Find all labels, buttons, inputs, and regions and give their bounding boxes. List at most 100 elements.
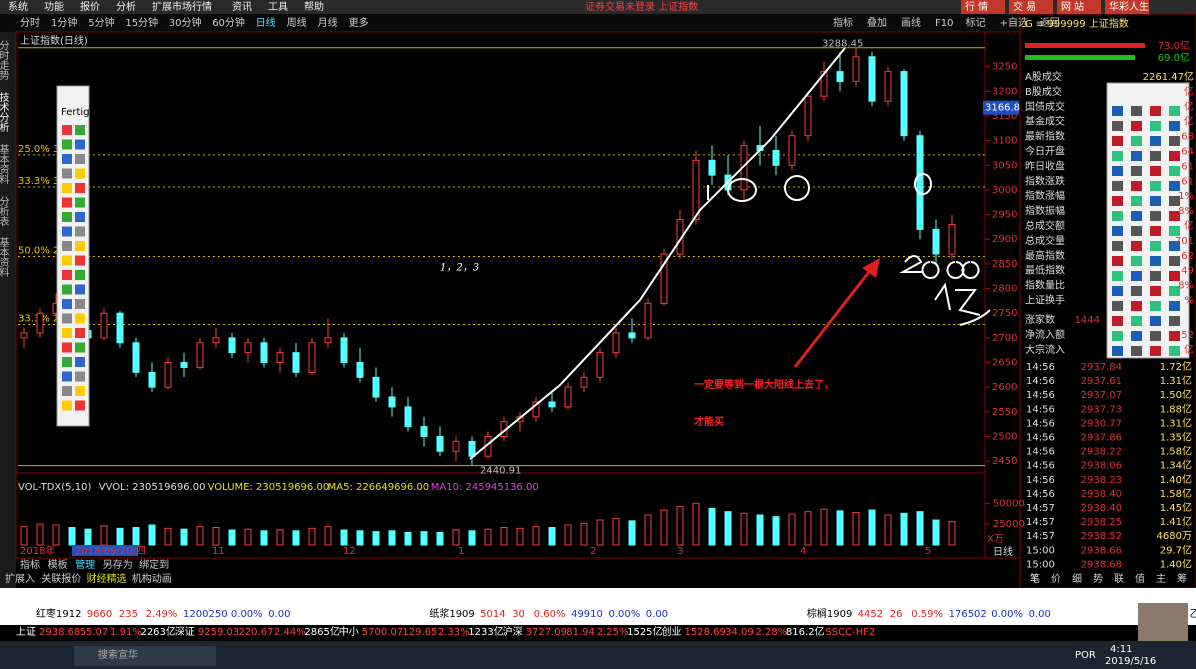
tool-icon[interactable] bbox=[1112, 166, 1123, 176]
tool-icon[interactable] bbox=[1131, 166, 1142, 176]
tool-icon[interactable] bbox=[62, 154, 72, 164]
bottom-tab[interactable]: 另存为 bbox=[103, 558, 133, 571]
tool-icon[interactable] bbox=[1169, 331, 1180, 341]
tool-icon[interactable] bbox=[62, 313, 72, 324]
tool-icon[interactable] bbox=[1150, 316, 1161, 326]
tool-icon[interactable] bbox=[62, 212, 72, 222]
tool-icon[interactable] bbox=[75, 328, 85, 338]
menu-item[interactable]: 扩展市场行情 bbox=[152, 0, 212, 13]
tool-icon[interactable] bbox=[1150, 106, 1161, 116]
menu-item[interactable]: 分析 bbox=[116, 0, 136, 13]
side-tab[interactable]: 分析表 bbox=[0, 196, 9, 227]
tool-icon[interactable] bbox=[1131, 286, 1142, 296]
side-tab[interactable]: 基本资料 bbox=[0, 143, 9, 185]
period-tab[interactable]: 周线 bbox=[287, 16, 307, 29]
quote-tab[interactable]: 筹 bbox=[1177, 572, 1187, 585]
tool-icon[interactable] bbox=[1169, 301, 1180, 311]
tool-icon[interactable] bbox=[62, 299, 72, 309]
bottom-tab[interactable]: 扩展入 bbox=[5, 572, 35, 585]
quote-tab[interactable]: 主 bbox=[1156, 573, 1166, 585]
tool-icon[interactable] bbox=[62, 125, 72, 135]
tool-icon[interactable] bbox=[1169, 226, 1180, 236]
tool-icon[interactable] bbox=[62, 284, 72, 295]
tool-icon[interactable] bbox=[1169, 196, 1180, 206]
menu-item[interactable]: 帮助 bbox=[304, 0, 324, 13]
tool-icon[interactable] bbox=[75, 154, 85, 164]
tool-icon[interactable] bbox=[1169, 106, 1180, 116]
tool-icon[interactable] bbox=[1150, 331, 1161, 341]
tool-icon[interactable] bbox=[75, 299, 85, 309]
tool-icon[interactable] bbox=[1112, 256, 1123, 266]
tool-icon[interactable] bbox=[1131, 346, 1142, 356]
tool-icon[interactable] bbox=[1150, 271, 1161, 281]
tool-icon[interactable] bbox=[75, 357, 85, 367]
menu-item[interactable]: 工具 bbox=[268, 1, 288, 13]
tool-icon[interactable] bbox=[1131, 106, 1142, 116]
tool-icon[interactable] bbox=[75, 139, 85, 150]
top-button[interactable]: 华彩人生 bbox=[1109, 0, 1149, 13]
tool-icon[interactable] bbox=[1112, 181, 1123, 191]
tool-icon[interactable] bbox=[75, 241, 85, 251]
tool-icon[interactable] bbox=[1131, 271, 1142, 281]
tool-icon[interactable] bbox=[1131, 121, 1142, 131]
tool-icon[interactable] bbox=[62, 197, 72, 208]
tool-icon[interactable] bbox=[1131, 256, 1142, 266]
bottom-tab[interactable]: 指标 bbox=[20, 558, 40, 571]
tool-icon[interactable] bbox=[1169, 136, 1180, 146]
tool-icon[interactable] bbox=[62, 371, 72, 382]
top-button[interactable]: 行 情 bbox=[965, 0, 988, 13]
tool-icon[interactable] bbox=[1131, 151, 1142, 161]
tool-button[interactable]: +自选 bbox=[1000, 16, 1028, 29]
tool-icon[interactable] bbox=[75, 342, 85, 353]
tool-icon[interactable] bbox=[62, 183, 72, 193]
tool-button[interactable]: 画线 bbox=[901, 16, 921, 29]
quote-tab[interactable]: 值 bbox=[1135, 572, 1145, 585]
tool-icon[interactable] bbox=[1150, 181, 1161, 191]
tool-icon[interactable] bbox=[1169, 166, 1180, 176]
tool-icon[interactable] bbox=[75, 183, 85, 193]
side-tab[interactable]: 技术分析 bbox=[0, 91, 9, 133]
tool-icon[interactable] bbox=[62, 168, 72, 179]
tool-icon[interactable] bbox=[1112, 196, 1123, 206]
period-tab[interactable]: 5分钟 bbox=[88, 16, 114, 29]
bottom-tab[interactable]: 管理 bbox=[75, 558, 95, 571]
tool-icon[interactable] bbox=[1150, 166, 1161, 176]
tool-icon[interactable] bbox=[1112, 211, 1123, 221]
tool-icon[interactable] bbox=[1131, 181, 1142, 191]
tool-icon[interactable] bbox=[1112, 136, 1123, 146]
bottom-tab[interactable]: 机构动画 bbox=[132, 572, 172, 585]
tool-icon[interactable] bbox=[1112, 106, 1123, 116]
tool-icon[interactable] bbox=[1112, 346, 1123, 356]
menu-item[interactable]: 系统 bbox=[8, 0, 28, 13]
top-button[interactable]: 网 站 bbox=[1061, 0, 1084, 13]
top-button-bg[interactable] bbox=[1057, 0, 1101, 14]
tool-icon[interactable] bbox=[1131, 316, 1142, 326]
period-tab[interactable]: 60分钟 bbox=[212, 16, 245, 29]
tool-icon[interactable] bbox=[1169, 241, 1180, 251]
tool-icon[interactable] bbox=[75, 255, 85, 266]
tool-button[interactable]: 叠加 bbox=[867, 17, 887, 29]
quote-tab[interactable]: 笔 bbox=[1030, 572, 1040, 585]
menu-item[interactable]: 资讯 bbox=[232, 1, 252, 13]
tool-icon[interactable] bbox=[75, 197, 85, 208]
tool-icon[interactable] bbox=[1112, 151, 1123, 161]
tool-icon[interactable] bbox=[75, 270, 85, 280]
tool-icon[interactable] bbox=[62, 241, 72, 251]
tool-button[interactable]: F10 bbox=[935, 18, 953, 29]
tool-icon[interactable] bbox=[1131, 241, 1142, 251]
top-button-bg[interactable] bbox=[1105, 0, 1149, 14]
tool-icon[interactable] bbox=[1169, 211, 1180, 221]
bottom-tab[interactable]: 模板 bbox=[48, 558, 68, 571]
tool-icon[interactable] bbox=[62, 328, 72, 338]
period-tab[interactable]: 30分钟 bbox=[169, 16, 202, 29]
tool-icon[interactable] bbox=[62, 400, 72, 411]
tool-icon[interactable] bbox=[75, 212, 85, 222]
tool-icon[interactable] bbox=[1169, 121, 1180, 131]
tool-icon[interactable] bbox=[62, 342, 72, 353]
quote-tab[interactable]: 价 bbox=[1051, 573, 1061, 585]
tool-button[interactable]: 标记 bbox=[966, 17, 986, 29]
tool-icon[interactable] bbox=[1150, 301, 1161, 311]
tool-icon[interactable] bbox=[1169, 181, 1180, 191]
tool-icon[interactable] bbox=[1150, 196, 1161, 206]
side-tab[interactable]: 基本资料 bbox=[0, 236, 9, 278]
